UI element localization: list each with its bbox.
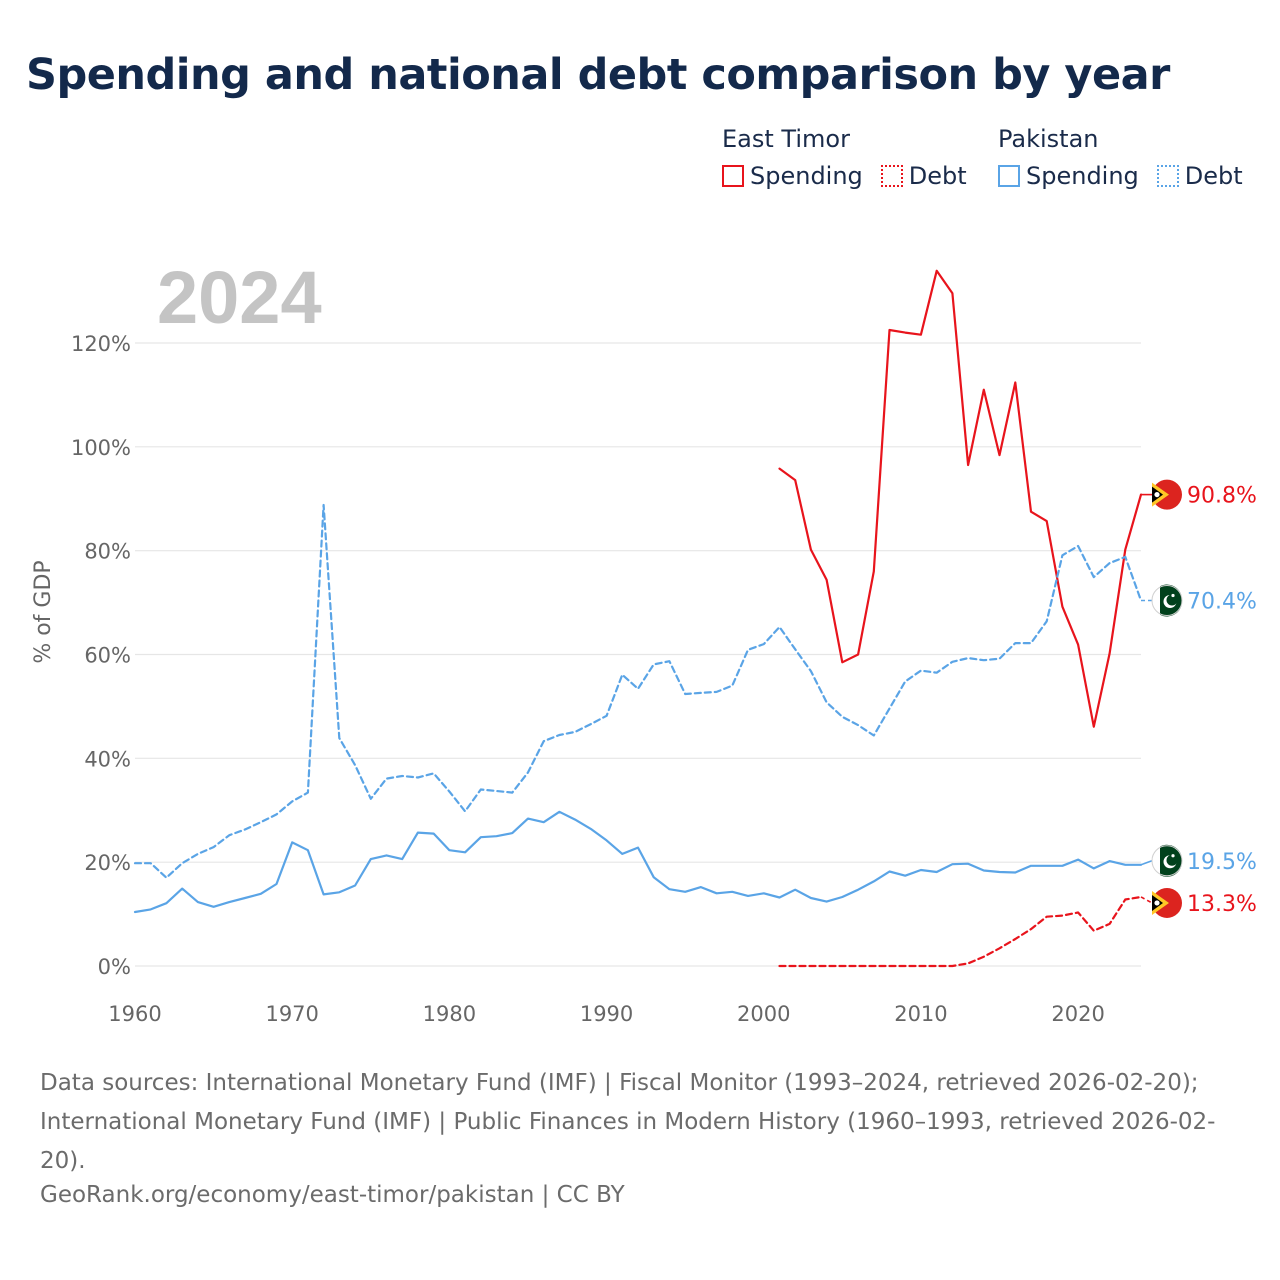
legend-swatch-pakistan-spending [998, 165, 1020, 187]
legend-item-pakistan-debt[interactable]: Debt [1156, 162, 1243, 190]
legend-group-pakistan: Pakistan Spending Debt [998, 122, 1243, 196]
grid-layer [135, 342, 1141, 967]
series-line-pakistan-spending[interactable] [133, 810, 1143, 914]
end-connector [1140, 896, 1153, 904]
legend-swatch-east-timor-debt [880, 165, 903, 187]
legend-item-east-timor-debt[interactable]: Debt [880, 162, 967, 190]
x-tick-label: 2000 [737, 1002, 790, 1026]
legend-label: Debt [908, 162, 967, 190]
y-tick-label: 120% [71, 332, 131, 356]
x-tick-label: 1990 [580, 1002, 633, 1026]
end-value-label: 19.5% [1187, 850, 1257, 875]
pakistan-flag-icon [1151, 844, 1183, 877]
x-tick-label: 2010 [894, 1002, 947, 1026]
x-tick-label: 1980 [423, 1002, 476, 1026]
y-tick-label: 100% [71, 436, 131, 460]
y-tick-label: 0% [98, 955, 131, 979]
x-tick-label: 1970 [265, 1002, 318, 1026]
legend-label: Debt [1184, 162, 1243, 190]
legend-group-name: East Timor [722, 125, 850, 153]
y-tick-label: 80% [84, 540, 131, 564]
legend-group-name: Pakistan [998, 125, 1099, 153]
y-tick-label: 20% [84, 851, 131, 875]
end-value-label: 90.8% [1187, 484, 1257, 509]
legend-label: Spending [1026, 162, 1139, 190]
series-line-east-timor-spending[interactable] [778, 269, 1143, 728]
east-timor-flag-icon [1152, 479, 1182, 510]
y-axis-label: % of GDP [31, 560, 56, 663]
series-line-east-timor-debt[interactable] [778, 895, 1143, 968]
axis-layer: 0% 20% 40% 60% 80% 100% 120% 1960 1970 1980 1990 20… [71, 332, 1105, 1026]
x-tick-label: 2020 [1051, 1002, 1104, 1026]
legend-swatch-east-timor-spending [722, 165, 744, 187]
x-tick-label: 1960 [108, 1002, 161, 1026]
legend-group-east-timor: East Timor Spending Debt [722, 122, 985, 196]
legend-item-east-timor-spending[interactable]: Spending [722, 162, 863, 190]
east-timor-flag-icon [1152, 887, 1182, 918]
data-sources: Data sources: International Monetary Fun… [40, 1070, 1216, 1174]
pakistan-flag-icon [1151, 584, 1183, 617]
y-tick-label: 40% [84, 747, 131, 771]
chart-title: Spending and national debt comparison by… [26, 50, 1170, 100]
legend-item-pakistan-spending[interactable]: Spending [998, 162, 1139, 190]
y-tick-label: 60% [84, 644, 131, 668]
series-layer [133, 269, 1143, 968]
marker-layer: 90.8% 13.3% 19.5% 70.4% [1140, 479, 1257, 918]
year-watermark: 2024 [157, 256, 322, 339]
legend-label: Spending [750, 162, 863, 190]
end-value-label: 13.3% [1187, 892, 1257, 917]
series-line-pakistan-debt[interactable] [133, 503, 1143, 879]
end-connector [1140, 860, 1153, 866]
end-value-label: 70.4% [1187, 590, 1257, 615]
line-chart: 2024 % of GDP 0% 20% 40% 60% 80% 100% 120% 1960… [31, 256, 1257, 1026]
legend-swatch-pakistan-debt [1156, 165, 1179, 187]
credit-link[interactable]: GeoRank.org/economy/east-timor/pakistan … [40, 1182, 625, 1208]
